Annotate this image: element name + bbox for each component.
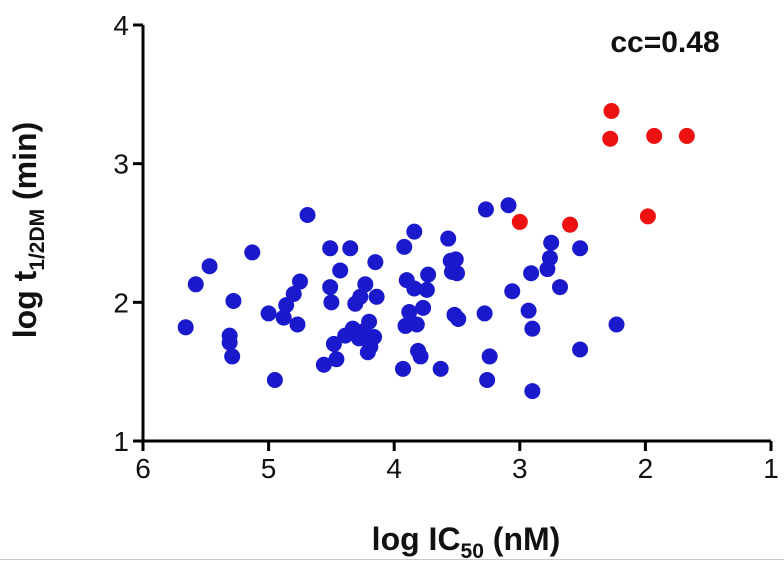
data-point-blue [367,254,384,271]
data-point-blue [476,305,493,322]
x-axis-label: log IC50 (nM) [372,521,561,562]
data-point-blue [299,206,316,223]
data-point-blue [322,279,339,296]
data-point-blue [406,280,423,297]
x-tick-label: 1 [763,453,779,484]
data-point-blue [322,240,339,257]
x-tick-label: 6 [135,453,151,484]
data-point-blue [396,238,413,255]
data-point-red [678,127,695,144]
data-point-blue [450,310,467,327]
ticks: 6 5 4 3 2 1 1 2 3 4 [113,10,778,484]
data-point-blue [366,329,383,345]
data-point-red [511,213,528,230]
x-tick-label: 2 [638,453,654,484]
data-point-blue [504,283,521,300]
y-tick-label: 2 [113,287,129,318]
data-point-blue [177,319,194,336]
data-point-blue [572,341,589,358]
x-tick-label: 5 [261,453,277,484]
data-point-blue [523,265,540,282]
data-point-blue [244,244,261,261]
axes [141,25,771,443]
data-point-blue [418,281,435,298]
data-point-blue [477,201,494,218]
data-point-blue [221,334,238,351]
data-point-blue [315,356,332,373]
data-point-blue [328,351,345,368]
data-point-blue [260,305,277,322]
x-tick-label: 3 [512,453,528,484]
data-point-blue [394,360,411,377]
x-tick-label: 4 [386,453,402,484]
data-point-red [603,102,620,119]
data-point-blue [289,316,306,333]
data-point-blue [420,266,437,283]
data-point-blue [412,348,429,365]
bottom-divider [0,559,784,560]
data-point-blue [551,279,568,296]
data-point-red [562,216,579,233]
data-point-blue [406,223,423,240]
data-point-red [639,208,656,225]
data-point-blue [325,335,342,352]
data-point-blue [285,286,302,303]
data-point-blue [352,288,369,305]
data-point-blue [500,197,517,214]
y-axis-label-subscript: 1/2DM [26,209,49,271]
data-point-blue [187,276,204,293]
data-point-blue [543,234,560,251]
data-point-red [646,127,663,144]
data-point-blue [520,302,537,319]
data-point-blue [368,288,385,305]
data-point-blue [408,316,425,333]
data-point-blue [479,371,496,388]
data-point-blue [432,360,449,377]
data-point-blue [608,316,625,333]
data-point-blue [201,258,218,275]
data-point-blue [572,240,589,257]
data-point-blue [447,251,464,268]
y-tick-label: 1 [113,426,129,457]
data-point-blue [440,230,457,247]
data-point-blue [449,265,465,282]
data-point-blue [415,299,432,316]
y-tick-label: 3 [113,149,129,180]
data-point-red [602,130,619,147]
data-point-blue [524,320,541,337]
data-point-blue [292,273,308,290]
data-point-blue [481,348,498,365]
annotation-cc: cc=0.48 [610,26,719,59]
data-point-blue [524,383,541,400]
y-axis-label-suffix: (min) [7,122,43,209]
data-point-blue [401,304,418,321]
data-point-blue [361,313,378,330]
data-point-blue [224,348,241,365]
y-axis-label-main: log t [7,270,43,338]
y-axis-label: log t1/2DM (min) [7,122,49,338]
data-point-blue [332,262,349,279]
x-axis-label-suffix: (nM) [484,521,560,557]
data-points [177,102,695,400]
x-axis-label-main: log IC [372,521,461,557]
data-point-blue [225,292,242,309]
y-tick-label: 4 [113,10,129,41]
x-axis-label-subscript: 50 [461,540,484,562]
data-point-blue [357,276,374,293]
data-point-blue [266,371,283,388]
data-point-blue [342,240,359,257]
data-point-blue [541,249,558,266]
data-point-blue [275,309,292,326]
data-point-blue [323,294,340,311]
